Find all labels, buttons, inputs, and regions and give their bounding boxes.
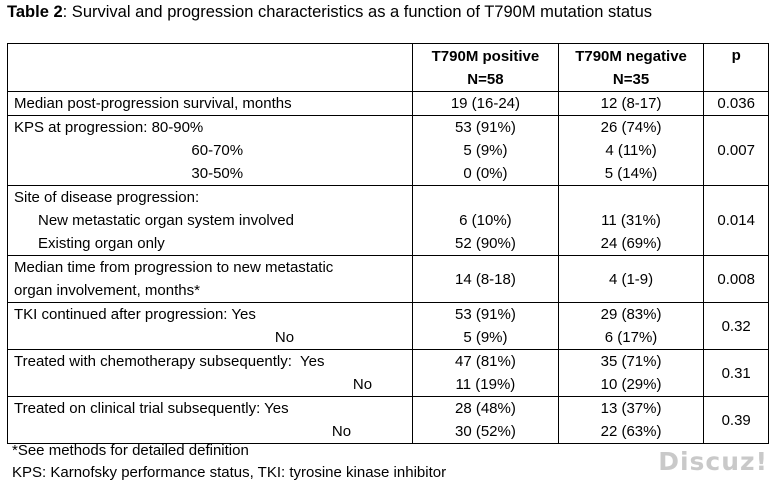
cell-negative: 22 (63%): [600, 423, 662, 440]
row-label: Median post-progression survival, months: [14, 95, 292, 112]
footnote-abbreviations: KPS: Karnofsky performance status, TKI: …: [12, 464, 447, 481]
table-header-row: T790M positive N=58 T790M negative N=35 …: [6, 43, 769, 92]
table-row: Site of disease progression: New metasta…: [6, 185, 769, 256]
cell-p-value: 0.007: [717, 142, 755, 159]
row-label: TKI continued after progression: Yes: [14, 306, 256, 323]
row-sublabel: No: [331, 423, 352, 440]
cell-positive: 19 (16-24): [450, 95, 521, 112]
cell-p-value: 0.008: [717, 270, 755, 288]
table-row: Median post-progression survival, months…: [6, 91, 769, 116]
table-row: Treated with chemotherapy subsequently: …: [6, 349, 769, 397]
row-label: Treated on clinical trial subsequently: …: [14, 400, 289, 417]
cell-p-value: 0.32: [721, 317, 751, 335]
header-p-value: p: [703, 43, 769, 92]
cell-p-value: 0.014: [717, 212, 755, 229]
cell-positive: 5 (9%): [463, 329, 508, 346]
cell-positive: 28 (48%): [454, 400, 516, 417]
cell-positive: 5 (9%): [463, 142, 508, 159]
table-caption-label: Table 2: [7, 3, 63, 21]
cell-positive: 30 (52%): [454, 423, 516, 440]
row-label: Site of disease progression:: [14, 189, 200, 206]
table-footnotes: *See methods for detailed definition KPS…: [12, 440, 446, 484]
table-row: Treated on clinical trial subsequently: …: [6, 396, 769, 444]
cell-negative: 26 (74%): [600, 119, 662, 136]
cell-negative: 10 (29%): [600, 376, 662, 393]
row-label: KPS at progression: 80-90%: [14, 119, 204, 136]
cell-positive: 53 (91%): [454, 306, 516, 323]
header-p-label: p: [731, 47, 741, 64]
footnote-methods: *See methods for detailed definition: [12, 442, 249, 459]
table-caption: Table 2: Survival and progression charac…: [7, 3, 652, 22]
cell-negative: 11 (31%): [601, 212, 661, 229]
cell-positive: 0 (0%): [463, 165, 508, 182]
header-positive-title: T790M positive: [431, 47, 540, 65]
header-t790m-positive: T790M positive N=58: [412, 43, 559, 92]
table-row: TKI continued after progression: Yes No …: [6, 302, 769, 350]
cell-empty: [419, 186, 552, 209]
cell-positive: 11 (19%): [455, 376, 516, 393]
cell-negative: 5 (14%): [604, 165, 658, 182]
header-negative-n: N=35: [612, 70, 650, 88]
row-label-cont: organ involvement, months*: [14, 282, 200, 299]
header-positive-n: N=58: [467, 70, 504, 88]
cell-p-value: 0.036: [717, 95, 755, 112]
header-t790m-negative: T790M negative N=35: [557, 43, 705, 92]
cell-positive: 52 (90%): [454, 235, 516, 252]
row-label: Median time from progression to new meta…: [14, 259, 334, 276]
header-negative-title: T790M negative: [575, 47, 687, 65]
row-sublabel: 30-50%: [191, 165, 244, 182]
row-sublabel: 60-70%: [191, 142, 244, 159]
cell-positive: 14 (8-18): [454, 270, 516, 288]
results-table: T790M positive N=58 T790M negative N=35 …: [6, 43, 769, 444]
cell-negative: 12 (8-17): [600, 95, 662, 112]
row-sublabel: No: [352, 376, 373, 393]
cell-negative: 4 (11%): [605, 142, 657, 159]
table-row: Median time from progression to new meta…: [6, 255, 769, 303]
table-row: KPS at progression: 80-90% 60-70% 30-50%…: [6, 115, 769, 186]
row-sublabel: New metastatic organ system involved: [38, 212, 294, 229]
cell-negative: 4 (1-9): [608, 270, 654, 288]
cell-p-value: 0.31: [721, 364, 751, 382]
cell-negative: 29 (83%): [600, 306, 662, 323]
cell-positive: 6 (10%): [459, 212, 512, 229]
row-sublabel: Existing organ only: [38, 235, 165, 252]
cell-negative: 24 (69%): [600, 235, 662, 252]
table-caption-text: : Survival and progression characteristi…: [62, 3, 653, 21]
watermark-logo: Discuz!: [658, 447, 768, 476]
cell-negative: 6 (17%): [604, 329, 658, 346]
cell-negative: 35 (71%): [600, 353, 662, 370]
cell-empty: [565, 186, 698, 209]
cell-p-value: 0.39: [721, 411, 751, 429]
cell-positive: 53 (91%): [454, 119, 516, 136]
header-empty-cell: [6, 43, 414, 92]
row-sublabel: No: [274, 329, 295, 346]
row-label: Treated with chemotherapy subsequently: …: [14, 353, 325, 370]
cell-positive: 47 (81%): [454, 353, 516, 370]
cell-negative: 13 (37%): [600, 400, 662, 417]
